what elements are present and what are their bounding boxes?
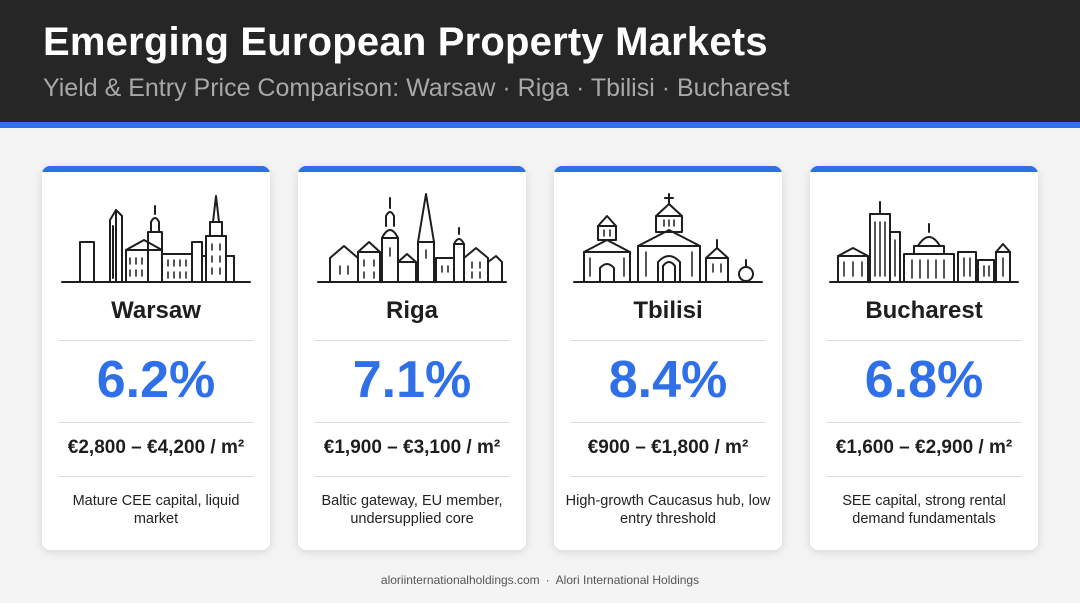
bucharest-skyline-icon (829, 201, 1019, 283)
price-range: €900 – €1,800 / m² (587, 437, 749, 458)
divider (570, 476, 766, 477)
divider (58, 340, 254, 341)
city-name: Warsaw (111, 297, 201, 324)
divider (570, 340, 766, 341)
divider (58, 476, 254, 477)
market-description: SEE capital, strong rental demand fundam… (842, 493, 1006, 527)
divider (314, 476, 510, 477)
market-card-bucharest: Bucharest 6.8% €1,600 – €2,900 / m² SEE … (810, 166, 1038, 550)
divider (570, 422, 766, 423)
divider (826, 476, 1022, 477)
yield-value: 6.8% (864, 351, 984, 409)
yield-value: 8.4% (608, 351, 728, 409)
market-card-warsaw: Warsaw 6.2% €2,800 – €4,200 / m² Mature … (42, 166, 270, 550)
yield-value: 7.1% (352, 351, 472, 409)
page-title: Emerging European Property Markets (43, 20, 768, 64)
market-description: Baltic gateway, EU member, undersupplied… (321, 493, 503, 527)
header-accent-bar (0, 122, 1080, 128)
price-range: €1,900 – €3,100 / m² (323, 437, 501, 458)
footer-separator: · (545, 573, 550, 587)
divider (826, 340, 1022, 341)
price-range: €1,600 – €2,900 / m² (835, 437, 1013, 458)
market-description: High-growth Caucasus hub, low entry thre… (565, 493, 771, 527)
market-description: Mature CEE capital, liquid market (72, 493, 240, 527)
warsaw-skyline-icon (61, 195, 251, 283)
price-range: €2,800 – €4,200 / m² (67, 437, 245, 458)
riga-skyline-icon (317, 193, 507, 283)
divider (826, 422, 1022, 423)
tbilisi-skyline-icon (573, 193, 763, 283)
footer-website: aloriinternationalholdings.com (380, 573, 540, 587)
page-subtitle: Yield & Entry Price Comparison: Warsaw ·… (43, 74, 790, 102)
footer: aloriinternationalholdings.com · Alori Int… (0, 573, 1080, 587)
market-card-riga: Riga 7.1% €1,900 – €3,100 / m² Baltic ga… (298, 166, 526, 550)
card-accent-bar (298, 166, 526, 172)
market-card-tbilisi: Tbilisi 8.4% €900 – €1,800 / m² High-gro… (554, 166, 782, 550)
card-accent-bar (554, 166, 782, 172)
footer-company: Alori International Holdings (555, 573, 700, 587)
city-name: Riga (385, 297, 438, 324)
city-name: Bucharest (865, 297, 983, 324)
divider (58, 422, 254, 423)
divider (314, 340, 510, 341)
card-accent-bar (42, 166, 270, 172)
divider (314, 422, 510, 423)
city-name: Tbilisi (633, 297, 703, 324)
header-banner: Emerging European Property Markets Yield… (0, 0, 1080, 122)
yield-value: 6.2% (96, 351, 216, 409)
card-accent-bar (810, 166, 1038, 172)
